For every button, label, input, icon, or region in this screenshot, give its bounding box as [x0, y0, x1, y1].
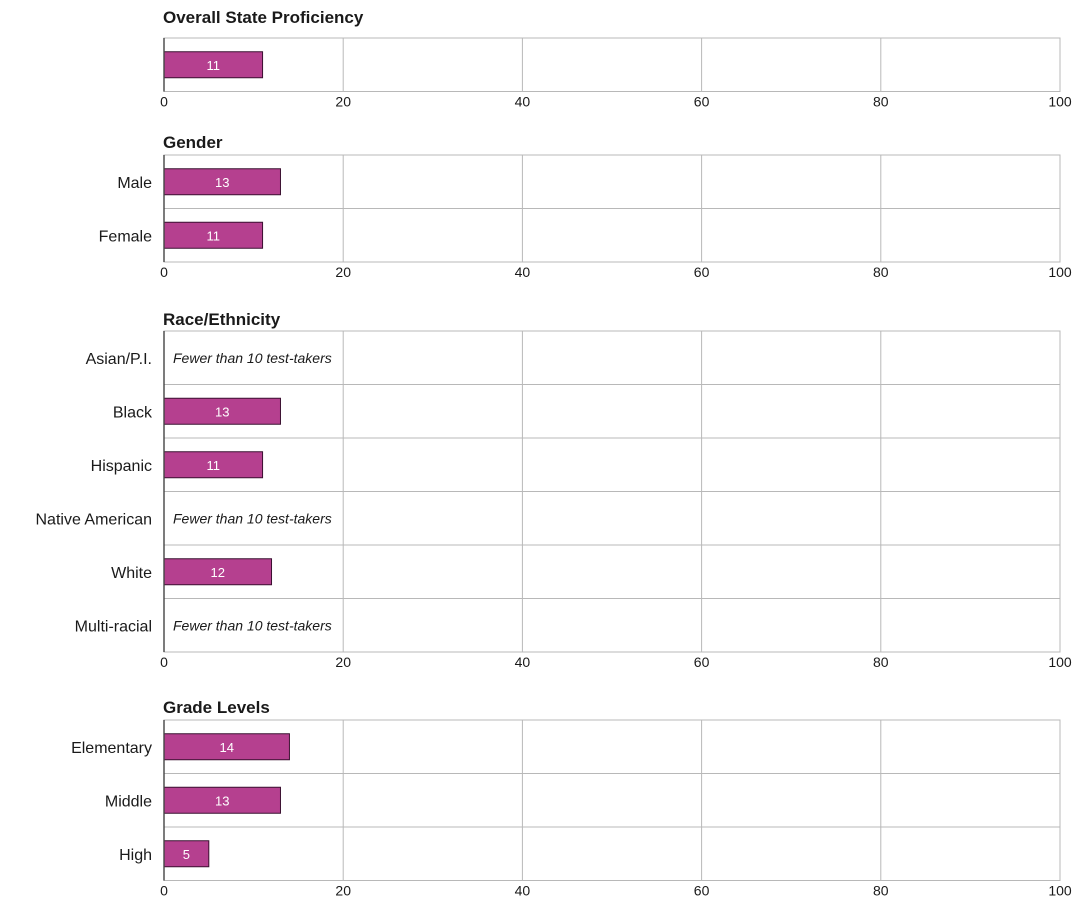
- grade-plot-frame: [163, 719, 1061, 881]
- race-title: Race/Ethnicity: [163, 310, 281, 329]
- bar-value-white: 12: [211, 565, 225, 580]
- overall-tick-label-20: 20: [335, 94, 351, 110]
- grade-title: Grade Levels: [163, 698, 270, 717]
- category-label-multi-racial: Multi-racial: [75, 618, 152, 635]
- grade-tick-label-0: 0: [160, 883, 168, 899]
- overall-title: Overall State Proficiency: [163, 8, 364, 27]
- race-tick-label-60: 60: [694, 654, 710, 670]
- category-label-elementary: Elementary: [71, 740, 152, 757]
- overall-tick-label-80: 80: [873, 94, 889, 110]
- bar-white: [163, 558, 273, 586]
- bar-value-black: 13: [215, 404, 229, 419]
- bar-middle: [163, 786, 281, 814]
- insufficient-data-note-asian-p-i: Fewer than 10 test-takers: [173, 350, 332, 366]
- category-label-female: Female: [99, 228, 152, 245]
- category-label-native-american: Native American: [36, 511, 153, 528]
- overall-tick-label-40: 40: [515, 94, 531, 110]
- overall-plot-frame: [163, 37, 1061, 92]
- overall-tick-label-0: 0: [160, 94, 168, 110]
- category-label-black: Black: [113, 404, 153, 421]
- grade-tick-label-20: 20: [335, 883, 351, 899]
- grade-tick-label-100: 100: [1048, 883, 1072, 899]
- overall-tick-label-100: 100: [1048, 94, 1072, 110]
- race-tick-label-40: 40: [515, 654, 531, 670]
- grade-tick-label-80: 80: [873, 883, 889, 899]
- bar-value-middle: 13: [215, 793, 229, 808]
- gender-tick-label-60: 60: [694, 264, 710, 280]
- gender-tick-label-40: 40: [515, 264, 531, 280]
- bar-value-hispanic: 11: [207, 458, 221, 473]
- bar-value-elementary: 14: [219, 740, 233, 755]
- bar-hispanic: [163, 451, 264, 479]
- gender-title: Gender: [163, 133, 223, 152]
- insufficient-data-note-native-american: Fewer than 10 test-takers: [173, 510, 332, 526]
- bar-overall: [163, 51, 264, 79]
- gender-tick-label-80: 80: [873, 264, 889, 280]
- category-label-high: High: [119, 847, 152, 864]
- gender-tick-label-20: 20: [335, 264, 351, 280]
- insufficient-data-note-multi-racial: Fewer than 10 test-takers: [173, 617, 332, 633]
- bar-value-overall: 11: [207, 58, 221, 73]
- gender-tick-label-100: 100: [1048, 264, 1072, 280]
- bar-value-male: 13: [215, 175, 229, 190]
- race-tick-label-80: 80: [873, 654, 889, 670]
- category-label-male: Male: [117, 175, 152, 192]
- bar-value-high: 5: [183, 847, 190, 862]
- race-tick-label-100: 100: [1048, 654, 1072, 670]
- race-tick-label-20: 20: [335, 654, 351, 670]
- category-label-white: White: [111, 565, 152, 582]
- race-tick-label-0: 0: [160, 654, 168, 670]
- bar-high: [163, 840, 210, 868]
- overall-tick-label-60: 60: [694, 94, 710, 110]
- grade-tick-label-40: 40: [515, 883, 531, 899]
- category-label-hispanic: Hispanic: [91, 458, 152, 475]
- category-label-middle: Middle: [105, 793, 152, 810]
- gender-tick-label-0: 0: [160, 264, 168, 280]
- category-label-asian-p-i: Asian/P.I.: [86, 351, 152, 368]
- bar-value-female: 11: [207, 228, 221, 243]
- grade-tick-label-60: 60: [694, 883, 710, 899]
